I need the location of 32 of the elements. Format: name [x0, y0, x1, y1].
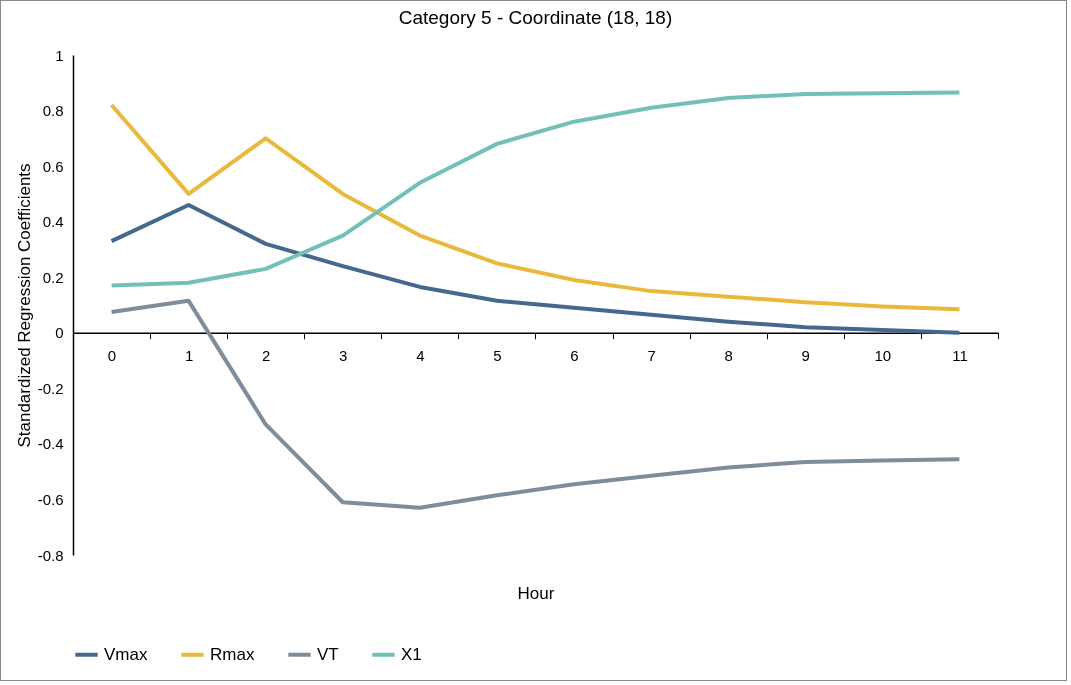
legend-label: VT — [317, 644, 339, 664]
line-series — [109, 103, 962, 312]
x-tick-label: 5 — [493, 347, 502, 365]
y-tick-label: 0 — [55, 324, 64, 342]
y-tick-label: -0.2 — [37, 379, 64, 397]
y-tick-label: 0.8 — [42, 102, 64, 120]
legend-label: X1 — [401, 644, 422, 664]
x-tick-label: 8 — [724, 347, 733, 365]
legend-label: Vmax — [104, 644, 148, 664]
x-tick-label: 11 — [952, 347, 968, 365]
x-tick-label: 1 — [184, 347, 194, 365]
y-tick-label: 0.6 — [42, 157, 64, 175]
x-tick-label: 0 — [107, 347, 117, 365]
x-tick-label: 6 — [570, 347, 579, 365]
x-tick-label: 9 — [801, 347, 810, 365]
x-tick-label: 3 — [339, 347, 348, 365]
x-axis-title: Hour — [517, 583, 555, 603]
legend-label: Rmax — [210, 644, 255, 664]
y-axis-title: Standardized Regression Coefficients — [14, 163, 34, 448]
y-tick-label: -0.8 — [37, 546, 64, 564]
x-tick-label: 2 — [262, 347, 271, 365]
y-tick-label: 0.4 — [42, 213, 64, 231]
y-tick-label: 0.2 — [42, 268, 64, 286]
line-series — [109, 203, 962, 335]
line-series — [109, 90, 962, 288]
x-tick-label: 10 — [874, 347, 892, 365]
chart-title: Category 5 - Coordinate (18, 18) — [398, 7, 673, 28]
x-tick-label: 4 — [416, 347, 425, 365]
y-tick-label: -0.6 — [37, 490, 64, 508]
y-tick-label: 1 — [55, 46, 64, 64]
y-tick-label: -0.4 — [37, 435, 64, 453]
x-tick-label: 7 — [647, 347, 656, 365]
